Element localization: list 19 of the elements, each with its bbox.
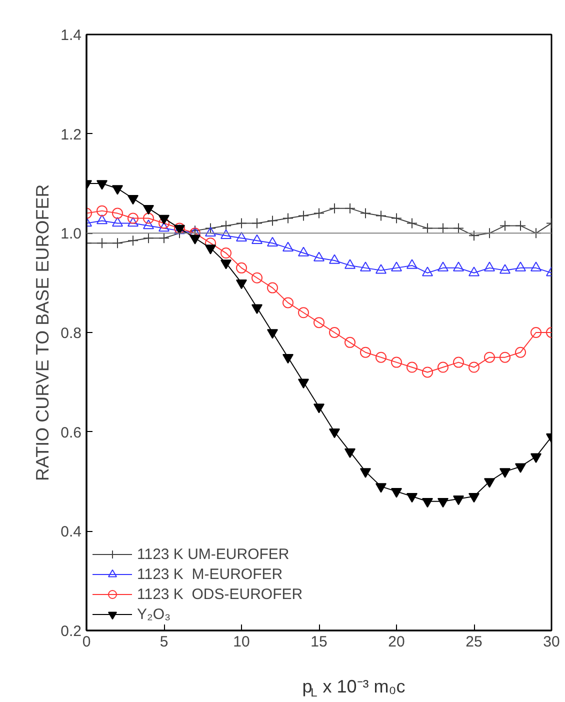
x-tick-label: 25	[466, 634, 482, 650]
legend-label: 1123 K UM-EUROFER	[137, 546, 290, 562]
legend-label: 1123 K M-EUROFER	[137, 566, 283, 582]
y-tick-label: 1.2	[60, 126, 82, 144]
y-axis-title: RATIO CURVE TO BASE EUROFER	[32, 184, 53, 482]
y-tick-label: 0.2	[60, 623, 82, 640]
x-tick-label: 20	[388, 634, 405, 650]
y-tick-label: 0.6	[60, 424, 82, 442]
y-tick-label: 0.8	[60, 325, 82, 342]
y-tick-label: 1.0	[60, 226, 82, 243]
x-tick-label: 10	[233, 634, 250, 650]
legend-label: Y₂O₃	[137, 606, 171, 622]
x-tick-label: 0	[82, 634, 91, 650]
y-tick-label: 1.4	[60, 27, 82, 44]
x-tick-label: 30	[543, 634, 560, 650]
x-tick-label: 15	[310, 634, 328, 650]
legend-label: 1123 K ODS-EUROFER	[137, 586, 303, 602]
y-tick-label: 0.4	[60, 524, 82, 541]
x-tick-label: 5	[160, 634, 168, 650]
